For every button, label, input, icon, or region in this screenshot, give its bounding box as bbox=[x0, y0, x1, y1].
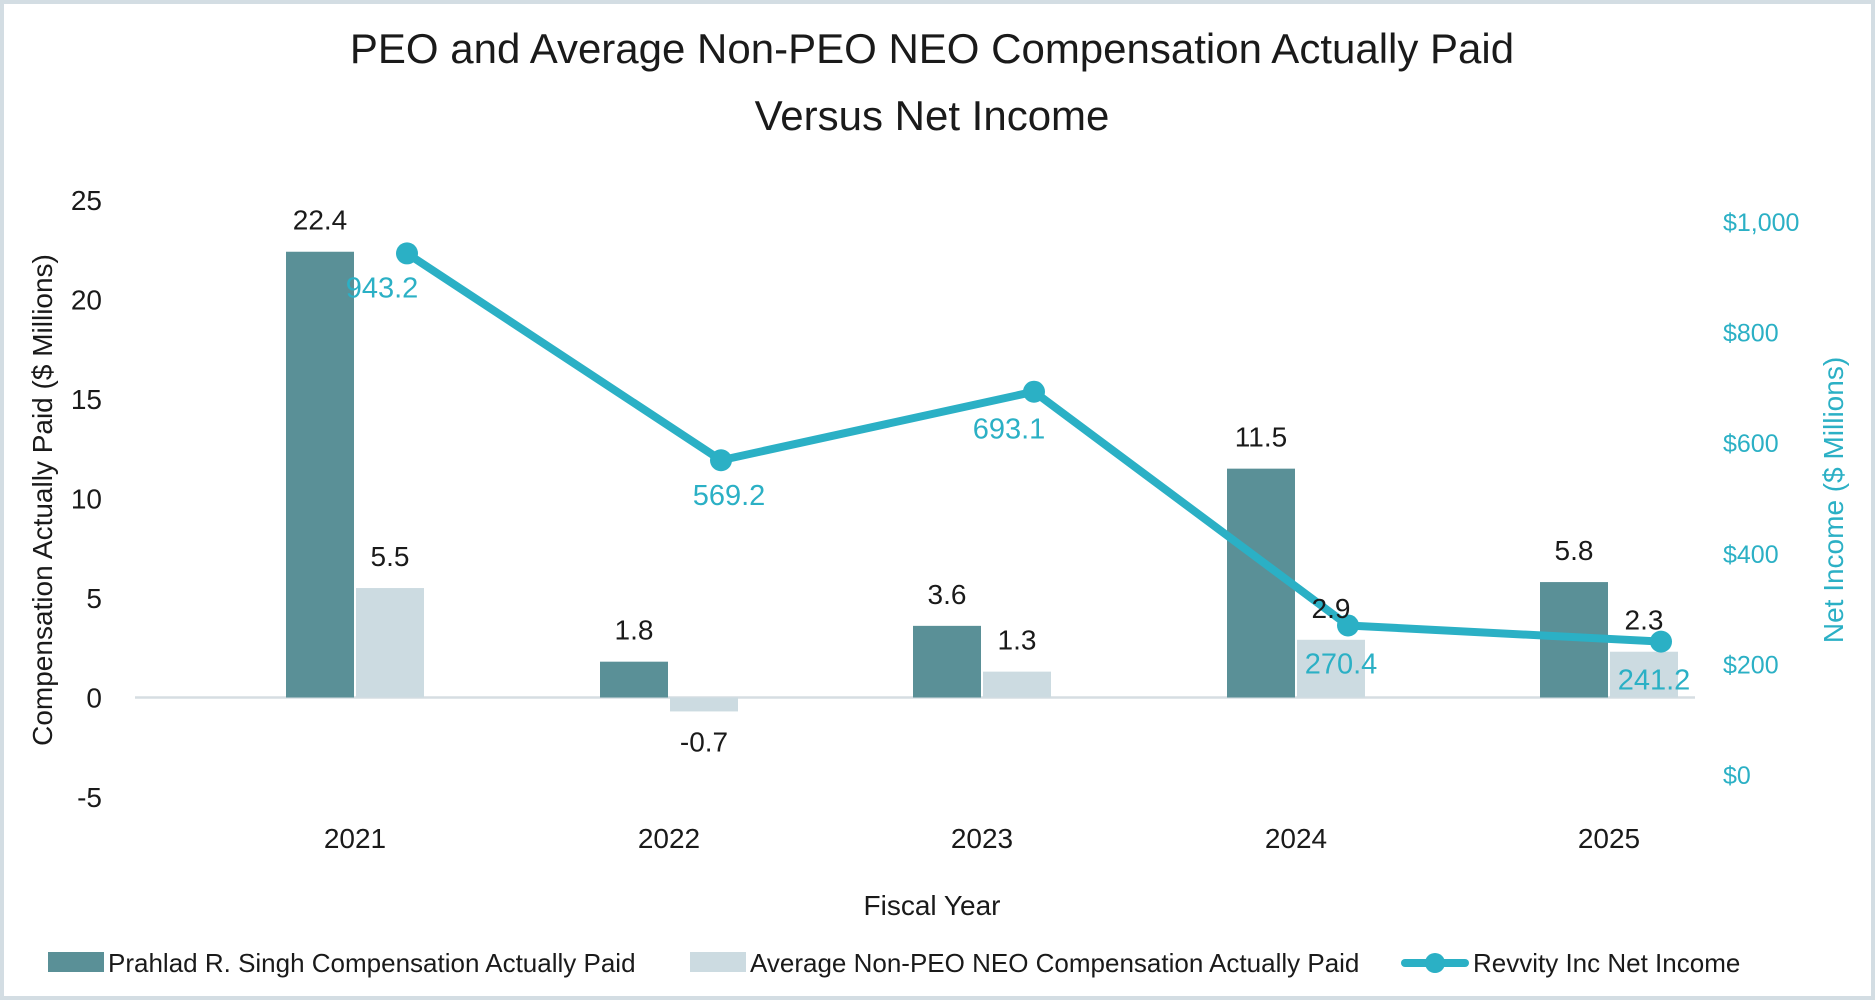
x-tick-label: 2025 bbox=[1578, 823, 1640, 854]
legend-label-net-income: Revvity Inc Net Income bbox=[1473, 948, 1740, 978]
y-tick-label: 5 bbox=[86, 583, 102, 614]
net-income-point-2023 bbox=[1023, 380, 1045, 403]
chart-title-line-2: Versus Net Income bbox=[755, 92, 1110, 139]
bar-non-peo-2023 bbox=[983, 671, 1051, 698]
x-tick-label: 2022 bbox=[638, 823, 700, 854]
bar-peo-2021 bbox=[286, 251, 354, 698]
bar-data-label: 2.9 bbox=[1312, 593, 1351, 624]
y-right-tick-label: $0 bbox=[1723, 762, 1751, 790]
net-income-data-label: 569.2 bbox=[693, 480, 766, 512]
bar-data-label: -0.7 bbox=[680, 726, 728, 757]
bar-data-label: 5.5 bbox=[371, 541, 410, 572]
x-tick-label: 2021 bbox=[324, 823, 386, 854]
bar-data-label: 3.6 bbox=[928, 579, 967, 610]
net-income-data-label: 241.2 bbox=[1618, 665, 1691, 697]
y-tick-label: 10 bbox=[71, 484, 102, 515]
y-right-tick-label: $1,000 bbox=[1723, 209, 1799, 237]
bar-data-label: 11.5 bbox=[1235, 422, 1287, 453]
bar-non-peo-2021 bbox=[356, 588, 424, 698]
y-tick-label: 20 bbox=[71, 285, 102, 316]
y-right-axis-label: Net Income ($ Millions) bbox=[1818, 357, 1849, 643]
y-axis-label: Compensation Actually Paid ($ Millions) bbox=[27, 254, 58, 746]
net-income-line-path bbox=[403, 249, 1665, 646]
bar-non-peo-2022 bbox=[670, 697, 738, 712]
chart-title: PEO and Average Non-PEO NEO Compensation… bbox=[350, 25, 1514, 139]
data-labels: 22.4 1.8 3.6 11.5 5.8 5.5 -0.7 1.3 2.9 2.3 943.2 56… bbox=[293, 205, 1691, 758]
x-tick-label: 2023 bbox=[951, 823, 1013, 854]
bar-data-label: 22.4 bbox=[293, 205, 348, 236]
net-income-data-label: 693.1 bbox=[973, 414, 1046, 446]
y-tick-label: 15 bbox=[71, 384, 102, 415]
y-right-tick-label: $400 bbox=[1723, 541, 1779, 569]
bar-data-label: 2.3 bbox=[1625, 605, 1664, 636]
y-tick-label: 0 bbox=[86, 683, 102, 714]
y-right-tick-label: $800 bbox=[1723, 320, 1779, 348]
net-income-point-2024 bbox=[1337, 614, 1359, 637]
bar-data-label: 1.3 bbox=[998, 625, 1037, 656]
x-axis-label: Fiscal Year bbox=[864, 890, 1001, 921]
net-income-point-2025 bbox=[1650, 630, 1672, 653]
chart-title-line-1: PEO and Average Non-PEO NEO Compensation… bbox=[350, 25, 1514, 72]
bar-peo-2024 bbox=[1227, 468, 1295, 698]
y-tick-label: -5 bbox=[77, 782, 102, 813]
y-right-tick-label: $200 bbox=[1723, 651, 1779, 679]
net-income-data-label: 270.4 bbox=[1305, 648, 1378, 680]
bar-data-label: 5.8 bbox=[1555, 535, 1594, 566]
legend-swatch-line-marker bbox=[1425, 953, 1445, 973]
legend: Prahlad R. Singh Compensation Actually P… bbox=[48, 948, 1740, 978]
net-income-data-label: 943.2 bbox=[346, 272, 419, 304]
legend-swatch-non-peo bbox=[690, 952, 746, 972]
bar-peo-2023 bbox=[913, 625, 981, 698]
bars bbox=[286, 251, 1678, 712]
legend-label-non-peo: Average Non-PEO NEO Compensation Actuall… bbox=[750, 948, 1359, 978]
legend-label-peo: Prahlad R. Singh Compensation Actually P… bbox=[108, 948, 636, 978]
y-right-tick-label: $600 bbox=[1723, 430, 1779, 458]
net-income-line bbox=[396, 242, 1672, 653]
y-tick-label: 25 bbox=[71, 185, 102, 216]
x-tick-label: 2024 bbox=[1265, 823, 1327, 854]
bar-peo-2022 bbox=[600, 661, 668, 698]
net-income-point-2021 bbox=[396, 242, 418, 265]
bar-non-peo-2025 bbox=[1610, 651, 1678, 698]
net-income-point-2022 bbox=[710, 449, 732, 472]
bar-data-label: 1.8 bbox=[615, 615, 654, 646]
legend-swatch-peo bbox=[48, 952, 104, 972]
bar-non-peo-2024 bbox=[1297, 639, 1365, 698]
